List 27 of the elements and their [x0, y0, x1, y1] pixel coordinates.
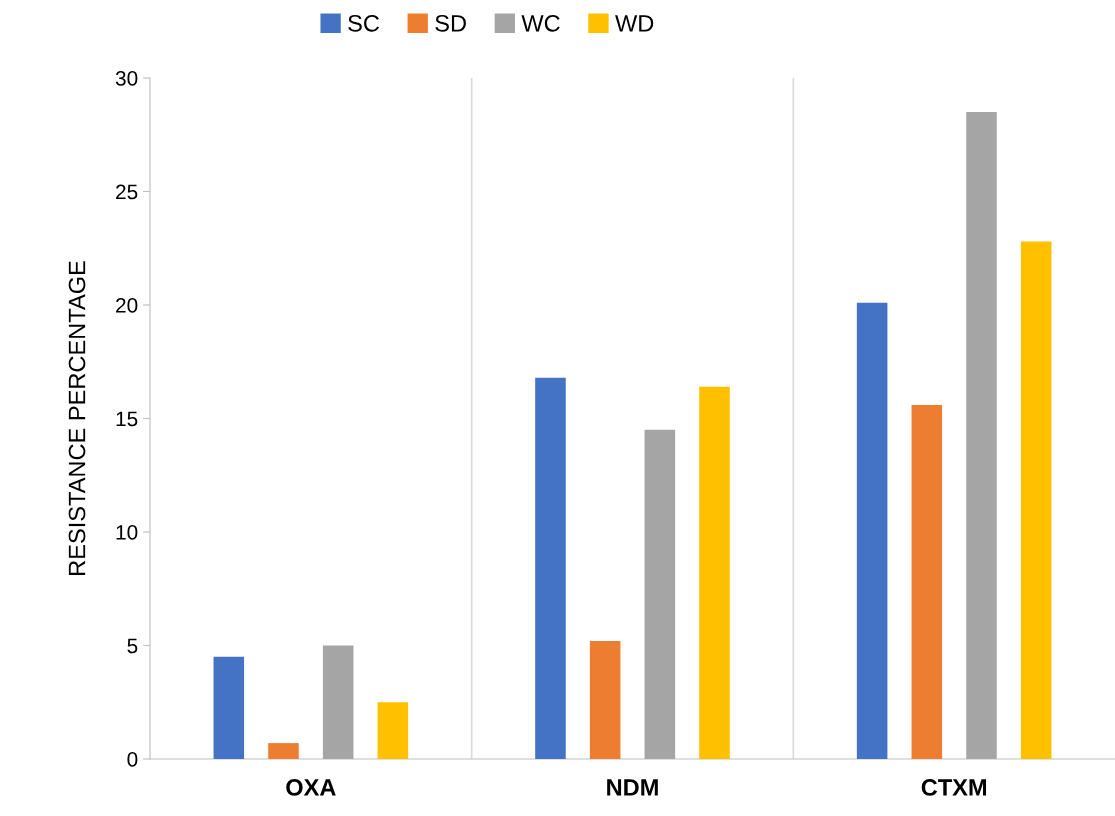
bar — [911, 404, 943, 759]
y-tick-label: 10 — [116, 525, 138, 540]
y-tick-label: 15 — [116, 411, 138, 427]
legend-label: WC — [521, 14, 560, 32]
bar — [377, 702, 409, 759]
bar — [213, 656, 245, 759]
bar — [644, 429, 676, 759]
y-tick-label: 20 — [116, 298, 138, 313]
bar — [589, 640, 621, 759]
bar — [535, 377, 566, 759]
bar — [322, 645, 354, 759]
legend-label: SD — [435, 14, 466, 32]
y-tick-label: 25 — [116, 184, 138, 200]
x-tick-label: OXA — [286, 779, 336, 796]
legend-label: SC — [348, 14, 380, 32]
bar — [966, 112, 997, 759]
bar — [856, 302, 888, 759]
bar — [699, 386, 730, 759]
bar — [268, 743, 299, 759]
bar — [1020, 241, 1052, 759]
x-tick-label: CTXM — [921, 779, 987, 796]
y-axis-title: RESISTANCE PERCENTAGE — [68, 261, 86, 575]
x-tick-label: NDM — [607, 779, 658, 796]
y-tick-label: 30 — [115, 71, 138, 86]
legend-label: WD — [615, 15, 654, 32]
y-tick-label: 5 — [127, 638, 138, 654]
y-tick-label: 0 — [127, 752, 138, 767]
